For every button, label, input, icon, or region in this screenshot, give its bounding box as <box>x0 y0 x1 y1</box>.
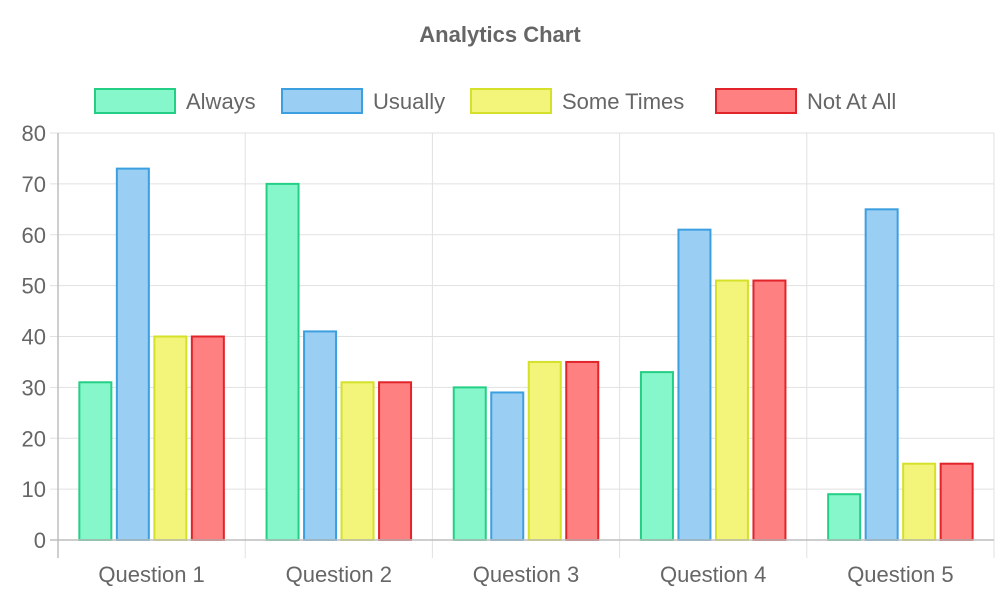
bars <box>78 167 974 542</box>
y-tick-label: 10 <box>22 477 46 502</box>
bar-not-at-all-q5[interactable] <box>939 462 974 541</box>
y-tick-label: 30 <box>22 375 46 400</box>
legend-item-usually[interactable]: Usually <box>281 88 445 114</box>
legend-swatch <box>470 88 552 114</box>
legend-label: Some Times <box>562 89 684 114</box>
bar-always-q2[interactable] <box>265 182 300 541</box>
legend-label: Usually <box>373 89 445 114</box>
y-tick-label: 0 <box>34 528 46 553</box>
y-tick-label: 70 <box>22 172 46 197</box>
legend-label: Not At All <box>807 89 896 114</box>
bar-some-times-q3[interactable] <box>527 360 562 541</box>
chart-title: Analytics Chart <box>419 22 581 47</box>
legend: Always Usually Some Times Not At All <box>94 88 896 114</box>
y-tick-label: 20 <box>22 426 46 451</box>
bar-not-at-all-q4[interactable] <box>752 279 787 541</box>
bar-always-q3[interactable] <box>452 386 487 541</box>
legend-swatch <box>281 88 363 114</box>
legend-item-not-at-all[interactable]: Not At All <box>715 88 896 114</box>
bar-always-q4[interactable] <box>639 371 674 541</box>
x-tick-label: Question 5 <box>847 562 953 587</box>
bar-some-times-q2[interactable] <box>340 381 375 541</box>
legend-swatch <box>94 88 176 114</box>
bar-usually-q1[interactable] <box>115 167 150 542</box>
bar-usually-q2[interactable] <box>303 330 338 541</box>
bar-always-q1[interactable] <box>78 381 113 541</box>
y-tick-label: 50 <box>22 274 46 299</box>
axes: 0 10 20 30 40 50 60 70 80 Question 1 Question 2 Que… <box>22 121 994 587</box>
bar-not-at-all-q2[interactable] <box>378 381 413 541</box>
bar-some-times-q1[interactable] <box>153 335 188 541</box>
legend-item-some-times[interactable]: Some Times <box>470 88 684 114</box>
bar-some-times-q5[interactable] <box>902 462 937 541</box>
x-tick-label: Question 1 <box>98 562 204 587</box>
bar-usually-q4[interactable] <box>677 228 712 541</box>
legend-swatch <box>715 88 797 114</box>
bar-usually-q3[interactable] <box>490 391 525 541</box>
bar-always-q5[interactable] <box>827 493 862 541</box>
legend-item-always[interactable]: Always <box>94 88 256 114</box>
y-tick-label: 40 <box>22 325 46 350</box>
y-tick-label: 80 <box>22 121 46 146</box>
x-tick-label: Question 3 <box>473 562 579 587</box>
bar-not-at-all-q1[interactable] <box>190 335 225 541</box>
x-tick-label: Question 4 <box>660 562 766 587</box>
y-tick-label: 60 <box>22 223 46 248</box>
bar-some-times-q4[interactable] <box>714 279 749 541</box>
bar-not-at-all-q3[interactable] <box>565 360 600 541</box>
x-tick-label: Question 2 <box>286 562 392 587</box>
bar-usually-q5[interactable] <box>864 208 899 541</box>
legend-label: Always <box>186 89 256 114</box>
